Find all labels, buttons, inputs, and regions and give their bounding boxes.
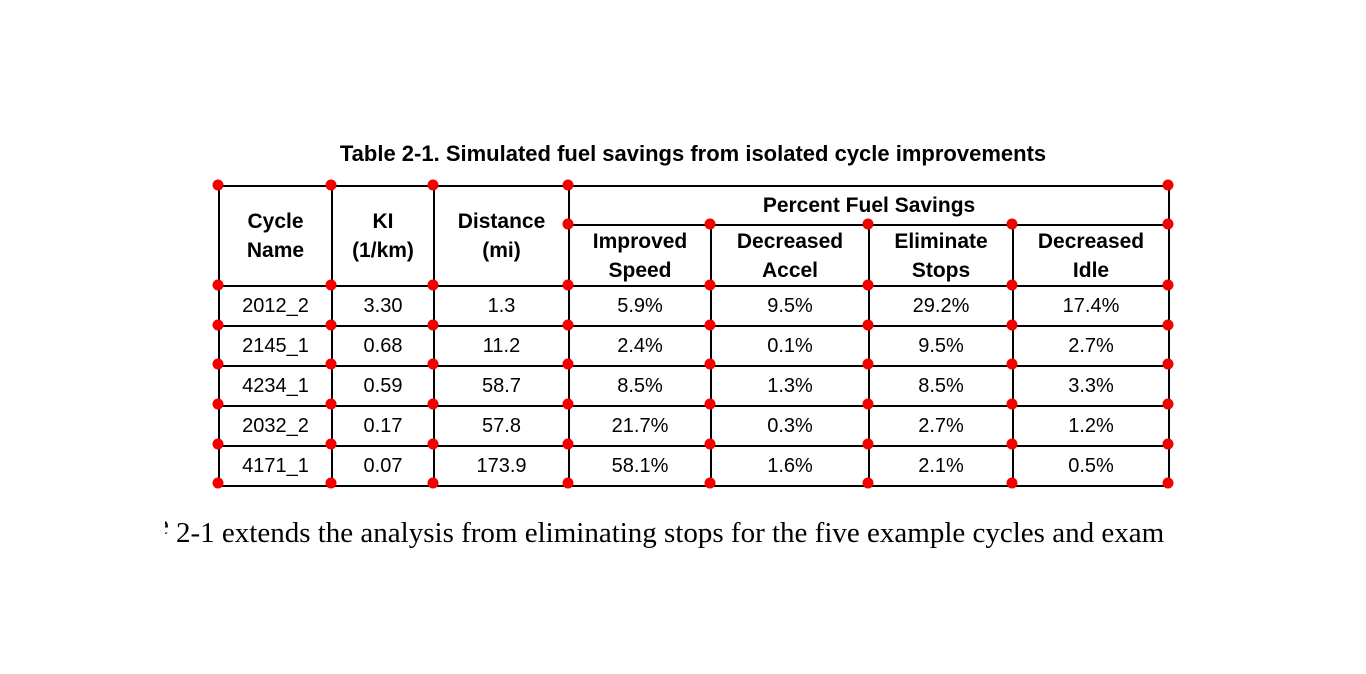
cell-eliminate-stops: 9.5% — [868, 325, 1014, 367]
table-row: 4234_1 0.59 58.7 8.5% 1.3% 8.5% 3.3% — [218, 365, 1171, 407]
header-distance: Distance (mi) — [433, 185, 570, 287]
cell-ki: 0.17 — [331, 405, 435, 447]
header-cycle-name: Cycle Name — [218, 185, 333, 287]
cell-decreased-accel: 9.5% — [710, 285, 870, 327]
table-caption: Table 2-1. Simulated fuel savings from i… — [339, 141, 1047, 166]
cell-improved-speed: 8.5% — [568, 365, 712, 407]
cell-distance: 57.8 — [433, 405, 570, 447]
cell-eliminate-stops: 2.7% — [868, 405, 1014, 447]
cell-cycle: 2145_1 — [218, 325, 333, 367]
cell-ki: 0.68 — [331, 325, 435, 367]
cell-ki: 3.30 — [331, 285, 435, 327]
cell-decreased-idle: 0.5% — [1011, 445, 1171, 487]
cell-cycle: 4171_1 — [218, 445, 333, 487]
header-improved-speed: Improved Speed — [568, 224, 712, 287]
cell-decreased-accel: 0.1% — [710, 325, 870, 367]
body-paragraph: e2-1 extends the analysis from eliminati… — [165, 509, 1164, 550]
cell-ki: 0.07 — [331, 445, 435, 487]
fuel-savings-table: Cycle Name KI (1/km) Distance (mi) Perce… — [218, 185, 1171, 487]
cell-distance: 173.9 — [433, 445, 570, 487]
clipped-word-fragment: e — [165, 509, 170, 542]
table-row: 2012_2 3.30 1.3 5.9% 9.5% 29.2% 17.4% — [218, 285, 1171, 327]
header-decreased-idle: Decreased Idle — [1011, 224, 1171, 287]
table-row: 2032_2 0.17 57.8 21.7% 0.3% 2.7% 1.2% — [218, 405, 1171, 447]
cell-decreased-accel: 1.3% — [710, 365, 870, 407]
table-row: 4171_1 0.07 173.9 58.1% 1.6% 2.1% 0.5% — [218, 445, 1171, 487]
cell-distance: 1.3 — [433, 285, 570, 327]
cell-ki: 0.59 — [331, 365, 435, 407]
cell-eliminate-stops: 29.2% — [868, 285, 1014, 327]
table-body: 2012_2 3.30 1.3 5.9% 9.5% 29.2% 17.4% 2145_1 0.6… — [218, 285, 1171, 487]
cell-improved-speed: 2.4% — [568, 325, 712, 367]
cell-improved-speed: 21.7% — [568, 405, 712, 447]
cell-decreased-idle: 17.4% — [1011, 285, 1171, 327]
cell-eliminate-stops: 8.5% — [868, 365, 1014, 407]
cell-cycle: 4234_1 — [218, 365, 333, 407]
cell-distance: 58.7 — [433, 365, 570, 407]
header-percent-fuel-savings: Percent Fuel Savings — [567, 185, 1171, 226]
cell-eliminate-stops: 2.1% — [868, 445, 1014, 487]
cell-cycle: 2012_2 — [218, 285, 333, 327]
cell-decreased-accel: 0.3% — [710, 405, 870, 447]
cell-decreased-idle: 1.2% — [1011, 405, 1171, 447]
cell-improved-speed: 58.1% — [568, 445, 712, 487]
cell-cycle: 2032_2 — [218, 405, 333, 447]
cell-distance: 11.2 — [433, 325, 570, 367]
cell-decreased-idle: 2.7% — [1011, 325, 1171, 367]
table-row: 2145_1 0.68 11.2 2.4% 0.1% 9.5% 2.7% — [218, 325, 1171, 367]
header-ki: KI (1/km) — [331, 185, 435, 287]
cell-improved-speed: 5.9% — [568, 285, 712, 327]
cell-decreased-accel: 1.6% — [710, 445, 870, 487]
header-eliminate-stops: Eliminate Stops — [868, 224, 1014, 287]
cell-decreased-idle: 3.3% — [1011, 365, 1171, 407]
body-paragraph-text: 2-1 extends the analysis from eliminatin… — [176, 517, 1165, 549]
header-decreased-accel: Decreased Accel — [710, 224, 870, 287]
